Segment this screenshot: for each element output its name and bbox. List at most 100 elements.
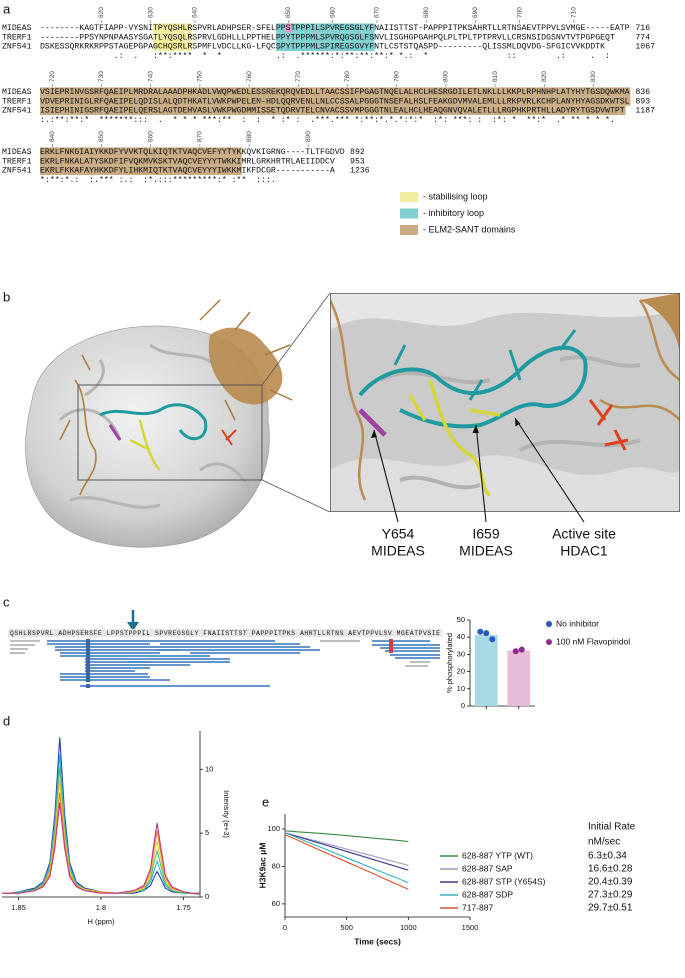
rate-value: 20.4±0.39 xyxy=(588,877,633,888)
y-axis-label: % phosphorylated xyxy=(445,633,454,693)
ruler-label: 890 xyxy=(305,131,312,142)
bar xyxy=(474,634,498,706)
x-tick-label: 0 xyxy=(283,923,287,932)
alignment-highlight xyxy=(153,32,193,42)
y-tick-label: 0 xyxy=(461,701,465,710)
sequence-name: ZNF541 xyxy=(2,107,32,116)
ruler-label: 740 xyxy=(147,71,154,82)
sequence: --------PPSYNPNPAASYSGATLYQSQLRSPRVLGDHL… xyxy=(40,33,615,42)
protein-label: MIDEAS xyxy=(459,543,513,559)
legend-label: 100 nM Flavopiridol xyxy=(556,636,630,646)
data-line xyxy=(2,766,201,895)
panel-label: d xyxy=(3,713,10,728)
alignment-highlight xyxy=(40,147,242,157)
rate-header: Initial Rate xyxy=(588,822,636,833)
phospho-site xyxy=(86,645,90,649)
structure-zoom xyxy=(330,293,680,512)
ruler-label: 800 xyxy=(443,71,450,82)
phospho-site xyxy=(86,675,90,679)
panel-label: b xyxy=(3,289,10,304)
phospho-site xyxy=(86,663,90,667)
protein-label: MIDEAS xyxy=(371,543,425,559)
ruler-label: 750 xyxy=(197,71,204,82)
phospho-site xyxy=(86,669,90,673)
data-line xyxy=(284,832,409,884)
alignment-highlight xyxy=(276,41,375,51)
ruler-label: 820 xyxy=(541,71,548,82)
y-tick-label: 50 xyxy=(457,615,465,624)
conservation: *:**:*.: :.*** :.: :*.:::*********:* :**… xyxy=(40,175,276,185)
legend-label: 628-887 STP (Y654S) xyxy=(462,876,546,886)
sequence: ISIEPHINIGSRFQAEIPELQERSLAGTDEHVASLVWKPW… xyxy=(40,107,625,116)
sequence-name: MIDEAS xyxy=(2,24,32,33)
sequence: ERKLFNKGIAIYKKDFYVVKTQLKIQTKTVAQCVEFYYTY… xyxy=(40,148,345,157)
alignment-highlight xyxy=(40,156,242,166)
data-line xyxy=(2,792,200,894)
ruler-label: 710 xyxy=(571,7,578,18)
x-axis-label: Time (secs) xyxy=(354,936,401,946)
legend-swatch xyxy=(400,192,418,202)
x-tick-label: 500 xyxy=(340,923,353,932)
y-tick-label: 20 xyxy=(457,667,465,676)
x-tick-label: 1.85 xyxy=(11,903,26,912)
legend-label: 717-887 xyxy=(462,902,493,912)
y-tick-label: 10 xyxy=(457,684,465,693)
structure-overview xyxy=(25,292,331,548)
alignment-highlight xyxy=(40,87,631,97)
ruler-label: 790 xyxy=(393,71,400,82)
ruler-label: 670 xyxy=(374,7,381,18)
alignment-highlight xyxy=(40,165,242,175)
bar xyxy=(507,650,531,706)
ruler-label: 810 xyxy=(492,71,499,82)
data-point xyxy=(518,646,525,653)
legend-swatch xyxy=(400,208,418,219)
data-line xyxy=(2,753,201,895)
ruler-label: 640 xyxy=(192,7,199,18)
panel-label: e xyxy=(262,794,269,809)
phospho-site xyxy=(86,666,90,670)
alignment-highlight xyxy=(286,23,291,33)
phospho-site xyxy=(86,651,90,655)
ruler-label: 720 xyxy=(49,71,56,82)
y-tick-label: 80 xyxy=(272,861,280,870)
ruler-label: 660 xyxy=(329,7,336,18)
sequence-end: 1236 xyxy=(350,167,370,176)
alignment-highlight xyxy=(276,23,375,33)
data-point xyxy=(512,648,519,655)
residue-label: Y654 xyxy=(382,526,415,542)
y-axis-label: Intensity (e+3) xyxy=(222,790,231,838)
legend-marker xyxy=(546,639,552,645)
sequence-name: TRERF1 xyxy=(2,97,32,106)
legend-label: - ELM2-SANT domains xyxy=(423,224,516,234)
ruler-label: 730 xyxy=(98,71,105,82)
y-tick-label: 60 xyxy=(272,899,280,908)
alignment-highlight xyxy=(40,105,626,115)
protein-label: HDAC1 xyxy=(560,543,608,559)
sequence-name: TRERF1 xyxy=(2,33,32,42)
phospho-site xyxy=(86,654,90,658)
ruler-label: 780 xyxy=(344,71,351,82)
residue-label: Active site xyxy=(552,526,616,542)
y-tick-label: 30 xyxy=(457,649,465,658)
sequence-name: MIDEAS xyxy=(2,148,32,157)
phospho-site xyxy=(86,672,90,676)
phospho-site xyxy=(86,657,90,661)
phospho-site xyxy=(86,648,90,652)
y-tick-label: 40 xyxy=(457,632,465,641)
panel-label: a xyxy=(3,1,11,16)
sequence-name: ZNF541 xyxy=(2,167,32,176)
phospho-site xyxy=(389,649,393,653)
legend-label: 628-887 SAP xyxy=(462,863,513,873)
phospho-site xyxy=(86,660,90,664)
sequence-box xyxy=(8,629,442,637)
ruler-label: 650 xyxy=(285,7,292,18)
site-arrow xyxy=(127,610,139,631)
legend-label: - stabilising loop xyxy=(423,191,488,201)
phospho-site xyxy=(389,643,393,647)
data-line xyxy=(2,737,201,895)
sequence: EKRLFKKAFAYHKKDFYLIHKMIQTKTVAQCVEYYYIWKK… xyxy=(40,167,335,176)
legend-label: 628-887 SDP xyxy=(462,889,513,899)
sequence-name: MIDEAS xyxy=(2,88,32,97)
sequence-end: 893 xyxy=(635,97,650,106)
